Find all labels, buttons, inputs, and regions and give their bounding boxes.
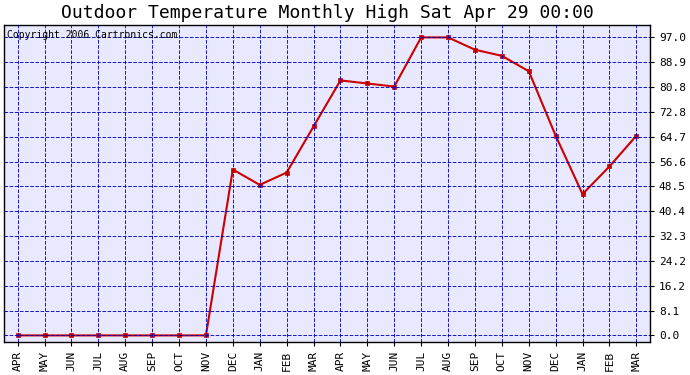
Text: Copyright 2006 Cartronics.com: Copyright 2006 Cartronics.com [8, 30, 178, 40]
Title: Outdoor Temperature Monthly High Sat Apr 29 00:00: Outdoor Temperature Monthly High Sat Apr… [61, 4, 593, 22]
